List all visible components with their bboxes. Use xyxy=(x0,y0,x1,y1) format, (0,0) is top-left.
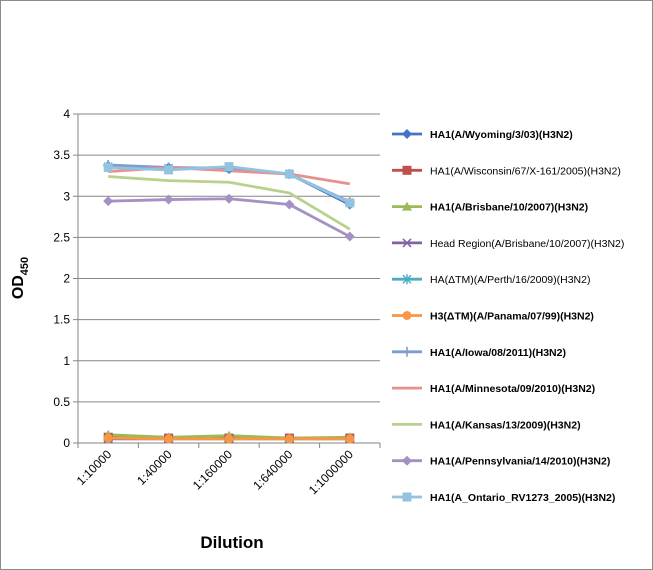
x-tick-label: 1:40000 xyxy=(134,447,175,488)
series-lines xyxy=(108,163,351,441)
y-tick-label: 2 xyxy=(63,272,70,286)
legend-label-9: HA1(A/Pennsylvania/14/2010)(H3N2) xyxy=(430,456,610,468)
y-axis-title: OD450 xyxy=(10,257,31,299)
series-line-9 xyxy=(108,197,351,238)
legend-label-2: HA1(A/Brisbane/10/2007)(H3N2) xyxy=(430,202,588,214)
data-point-s5-3 xyxy=(284,434,294,444)
legend-label-4: HA(ΔTM)(A/Perth/16/2009)(H3N2) xyxy=(430,274,590,286)
y-axis-title-main: OD xyxy=(10,275,27,299)
legend-swatch-marker-4 xyxy=(402,274,412,285)
x-tick-label: 1:10000 xyxy=(74,447,115,488)
gridlines xyxy=(73,113,381,448)
data-point-s5-1 xyxy=(164,434,174,444)
data-point-s5-0 xyxy=(103,433,113,443)
data-point-s9-0 xyxy=(103,196,114,207)
legend-label-8: HA1(A/Kansas/13/2009)(H3N2) xyxy=(430,419,581,431)
legend-label-6: HA1(A/Iowa/08/2011)(H3N2) xyxy=(430,347,566,359)
legend-label-7: HA1(A/Minnesota/09/2010)(H3N2) xyxy=(430,383,595,395)
x-axis-ticks: 1:10000 1:40000 1:160000 1:640000 1:1000000 xyxy=(74,447,356,497)
data-point-s10-4 xyxy=(345,198,355,208)
legend-swatch-marker-9 xyxy=(402,455,412,466)
legend-swatch-marker-3 xyxy=(402,238,412,248)
x-axis-title: Dilution xyxy=(200,533,263,552)
legend-label-5: H3(ΔTM)(A/Panama/07/99)(H3N2) xyxy=(430,311,594,323)
legend-label-0: HA1(A/Wyoming/3/03)(H3N2) xyxy=(430,129,573,141)
y-axis-title-subscript: 450 xyxy=(19,257,31,275)
data-point-s9-3 xyxy=(284,199,295,210)
y-tick-label: 3 xyxy=(63,189,70,203)
legend: HA1(A/Wyoming/3/03)(H3N2) HA1(A/Wisconsin… xyxy=(392,129,624,504)
x-tick-label: 1:1000000 xyxy=(306,447,356,497)
legend-swatch-marker-5 xyxy=(402,311,412,320)
legend-swatch-marker-2 xyxy=(402,201,412,211)
series-line-8 xyxy=(108,175,351,231)
data-point-s10-0 xyxy=(103,162,113,172)
y-tick-label: 4 xyxy=(63,107,70,121)
y-tick-label: 3.5 xyxy=(53,148,70,162)
data-point-s9-1 xyxy=(163,194,174,205)
y-axis-ticks: 0 0.5 1 1.5 2 2.5 3 3.5 4 xyxy=(53,107,70,450)
legend-swatch-marker-10 xyxy=(402,492,412,502)
data-point-s5-4 xyxy=(345,434,355,444)
y-tick-label: 1 xyxy=(63,354,70,368)
x-tick-label: 1:640000 xyxy=(250,447,296,493)
data-point-s10-2 xyxy=(224,162,234,172)
legend-label-3: Head Region(A/Brisbane/10/2007)(H3N2) xyxy=(430,238,624,250)
legend-swatch-marker-0 xyxy=(402,129,412,139)
legend-label-1: HA1(A/Wisconsin/67/X-161/2005)(H3N2) xyxy=(430,165,621,177)
legend-swatch-marker-6 xyxy=(402,346,412,357)
data-point-s10-1 xyxy=(164,165,174,175)
data-point-s9-2 xyxy=(224,193,234,204)
data-point-s5-2 xyxy=(224,434,234,444)
series-markers xyxy=(103,159,355,444)
legend-label-10: HA1(A_Ontario_RV1273_2005)(H3N2) xyxy=(430,492,615,504)
x-tick-label: 1:160000 xyxy=(190,447,236,493)
data-point-s9-4 xyxy=(344,231,355,242)
y-tick-label: 0 xyxy=(63,436,70,450)
legend-swatch-marker-1 xyxy=(402,165,412,175)
y-tick-label: 0.5 xyxy=(53,395,70,409)
y-tick-label: 2.5 xyxy=(53,230,70,244)
y-tick-label: 1.5 xyxy=(53,313,70,327)
data-point-s10-3 xyxy=(284,169,294,179)
